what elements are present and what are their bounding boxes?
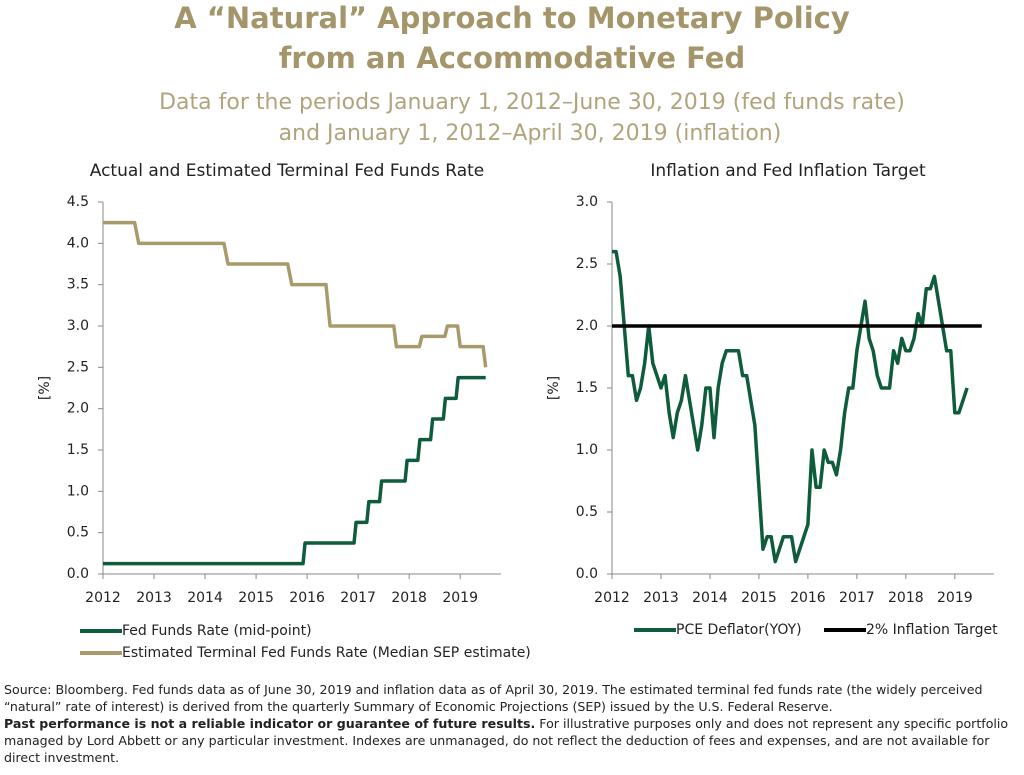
y-axis-label: [%]	[37, 376, 53, 400]
y-tick-label: 4.5	[67, 194, 89, 210]
y-tick-label: 3.0	[576, 194, 598, 210]
x-tick-label: 2019	[937, 590, 973, 606]
series-line	[103, 220, 488, 368]
subtitle: and January 1, 2012–April 30, 2019 (infl…	[279, 121, 782, 146]
x-tick-label: 2015	[238, 590, 274, 606]
subtitle: Data for the periods January 1, 2012–Jun…	[159, 90, 905, 115]
x-tick-label: 2014	[692, 590, 728, 606]
y-tick-label: 2.0	[576, 318, 598, 334]
title: A “Natural” Approach to Monetary Policy	[174, 1, 850, 35]
y-tick-label: 0.5	[67, 525, 89, 541]
series-line	[103, 375, 486, 566]
x-tick-label: 2016	[790, 590, 826, 606]
y-tick-label: 0.0	[67, 566, 89, 582]
y-tick-label: 0.0	[576, 566, 598, 582]
series-line	[612, 249, 969, 564]
legend-label: PCE Deflator(YOY)	[676, 622, 802, 638]
y-tick-label: 3.5	[67, 277, 89, 293]
chart: A “Natural” Approach to Monetary Policy …	[37, 1, 998, 661]
disclaimer: For illustrative purposes only and does …	[4, 716, 1009, 765]
y-tick-label: 2.5	[67, 359, 89, 375]
legend-label: Estimated Terminal Fed Funds Rate (Media…	[122, 645, 531, 661]
y-tick-label: 1.5	[67, 442, 89, 458]
source: Source: Bloomberg. Fed funds data as of …	[4, 682, 983, 714]
y-tick-label: 4.0	[67, 235, 89, 251]
x-tick-label: 2017	[839, 590, 875, 606]
x-tick-label: 2019	[442, 590, 478, 606]
footer: Source: Bloomberg. Fed funds data as of …	[4, 681, 1020, 766]
x-tick-label: 2013	[643, 590, 679, 606]
bold-note: Past performance is not a reliable indic…	[4, 716, 536, 731]
x-tick-label: 2017	[340, 590, 376, 606]
x-tick-label: 2018	[888, 590, 924, 606]
chart-title: Actual and Estimated Terminal Fed Funds …	[90, 161, 485, 181]
x-tick-label: 2015	[741, 590, 777, 606]
y-tick-label: 2.0	[67, 401, 89, 417]
chart-title: Inflation and Fed Inflation Target	[650, 161, 926, 181]
y-tick-label: 0.5	[576, 504, 598, 520]
legend-label: 2% Inflation Target	[866, 622, 998, 638]
y-axis-label: [%]	[546, 376, 562, 400]
x-tick-label: 2012	[594, 590, 630, 606]
legend-label: Fed Funds Rate (mid-point)	[122, 623, 312, 639]
y-tick-label: 2.5	[576, 256, 598, 272]
x-tick-label: 2016	[289, 590, 325, 606]
x-tick-label: 2014	[187, 590, 223, 606]
y-tick-label: 1.5	[576, 380, 598, 396]
title: from an Accommodative Fed	[279, 41, 745, 75]
x-tick-label: 2012	[85, 590, 121, 606]
x-tick-label: 2013	[136, 590, 172, 606]
y-tick-label: 3.0	[67, 318, 89, 334]
x-tick-label: 2018	[391, 590, 427, 606]
y-tick-label: 1.0	[67, 483, 89, 499]
y-tick-label: 1.0	[576, 442, 598, 458]
